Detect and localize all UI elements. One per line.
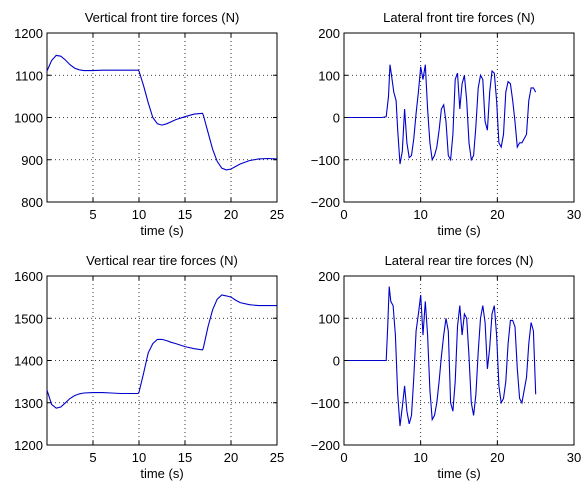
y-tick-label: 1400 xyxy=(14,354,43,369)
series-line xyxy=(46,54,278,171)
y-tick-label: 200 xyxy=(318,269,340,284)
x-tick-label: 10 xyxy=(413,207,427,222)
x-tick-label: 30 xyxy=(567,207,581,222)
x-tick-label: 5 xyxy=(89,207,96,222)
y-tick-label: 200 xyxy=(318,26,340,41)
x-axis-label: time (s) xyxy=(140,223,183,238)
plot-title: Lateral front tire forces (N) xyxy=(383,10,535,25)
panel-lateral-rear: 0 10 20 30 −200 −100 0 100 200 Lateral rear tire… xyxy=(311,253,582,481)
ticks: 5 10 15 20 25 1200 1300 1400 1500 1600 xyxy=(14,269,284,465)
series-layer xyxy=(46,54,278,171)
y-tick-label: 0 xyxy=(333,111,340,126)
x-tick-label: 0 xyxy=(340,450,347,465)
x-axis-label: time (s) xyxy=(437,223,480,238)
x-tick-label: 15 xyxy=(178,450,192,465)
x-tick-label: 25 xyxy=(270,450,284,465)
x-tick-label: 30 xyxy=(567,450,581,465)
x-tick-label: 10 xyxy=(132,207,146,222)
x-tick-label: 5 xyxy=(89,450,96,465)
x-tick-label: 10 xyxy=(413,450,427,465)
ticks: 0 10 20 30 −200 −100 0 100 200 xyxy=(311,26,582,222)
x-tick-label: 20 xyxy=(224,207,238,222)
x-tick-label: 20 xyxy=(224,450,238,465)
y-tick-label: 0 xyxy=(333,354,340,369)
y-tick-label: −100 xyxy=(311,396,340,411)
y-tick-label: 1200 xyxy=(14,438,43,453)
x-axis-label: time (s) xyxy=(140,466,183,481)
y-tick-label: 1200 xyxy=(14,26,43,41)
series-line xyxy=(344,64,537,165)
x-tick-label: 20 xyxy=(490,450,504,465)
x-axis-label: time (s) xyxy=(437,466,480,481)
y-tick-label: −200 xyxy=(311,438,340,453)
x-tick-label: 25 xyxy=(270,207,284,222)
y-tick-label: 100 xyxy=(318,311,340,326)
plot-frame xyxy=(46,275,278,446)
panel-vertical-rear: 5 10 15 20 25 1200 1300 1400 1500 1600 Vertical r… xyxy=(14,253,284,481)
y-tick-label: 900 xyxy=(21,153,43,168)
x-tick-label: 0 xyxy=(340,207,347,222)
panel-vertical-front: 5 10 15 20 25 800 900 1000 1100 1200 Vertical fro… xyxy=(14,10,284,238)
y-tick-label: 800 xyxy=(21,195,43,210)
plot-title: Lateral rear tire forces (N) xyxy=(385,253,534,268)
plot-title: Vertical front tire forces (N) xyxy=(85,10,240,25)
x-tick-label: 15 xyxy=(178,207,192,222)
y-tick-label: 1100 xyxy=(15,68,43,83)
y-tick-label: 1000 xyxy=(14,111,43,126)
gridlines xyxy=(47,33,277,202)
ticks: 0 10 20 30 −200 −100 0 100 200 xyxy=(311,269,582,465)
series-layer xyxy=(46,294,277,409)
y-tick-label: 100 xyxy=(318,68,340,83)
y-tick-label: 1600 xyxy=(14,269,43,284)
gridlines xyxy=(47,276,277,445)
y-tick-label: −100 xyxy=(311,153,340,168)
y-tick-label: 1500 xyxy=(14,311,43,326)
x-tick-label: 20 xyxy=(490,207,504,222)
ticks: 5 10 15 20 25 800 900 1000 1100 1200 xyxy=(14,26,284,222)
panel-lateral-front: 0 10 20 30 −200 −100 0 100 200 Lateral front tir… xyxy=(311,10,582,238)
y-tick-label: −200 xyxy=(311,195,340,210)
y-tick-label: 1300 xyxy=(14,396,43,411)
series-layer xyxy=(344,286,537,427)
plot-title: Vertical rear tire forces (N) xyxy=(86,253,238,268)
series-layer xyxy=(344,64,537,165)
series-line xyxy=(46,294,277,409)
series-line xyxy=(344,286,537,427)
x-tick-label: 10 xyxy=(132,450,146,465)
plot-frame xyxy=(46,32,278,203)
